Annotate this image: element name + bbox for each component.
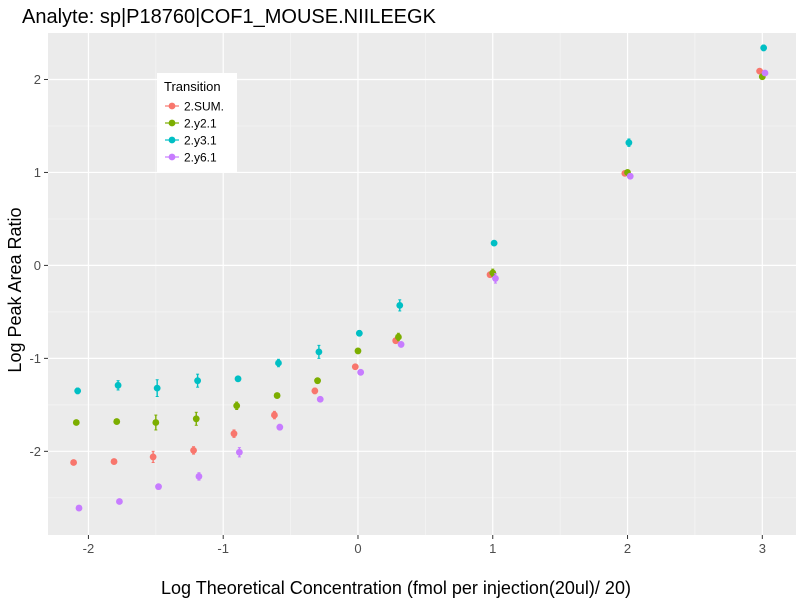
data-point (626, 172, 634, 180)
data-point (490, 239, 498, 247)
legend-key-point (168, 153, 176, 161)
data-point (489, 269, 497, 277)
series-2-y6-1 (75, 69, 769, 512)
data-point (152, 419, 160, 426)
y-axis-title: Log Peak Area Ratio (5, 207, 25, 372)
y-tick-label: -1 (29, 351, 41, 366)
data-point (315, 348, 323, 356)
x-tick-label: 1 (489, 541, 496, 556)
legend-item: 2.y3.1 (165, 134, 217, 148)
data-point (153, 384, 161, 392)
data-point (75, 504, 83, 512)
data-point (760, 44, 768, 52)
data-point (233, 402, 241, 410)
legend-label: 2.y6.1 (184, 151, 217, 165)
data-point (70, 459, 78, 466)
series-2-y3-1 (74, 44, 768, 397)
x-tick-label: 3 (759, 541, 766, 556)
legend-items: 2.SUM. 2.y2.1 2.y3.1 2.y6.1 (165, 100, 224, 165)
x-axis-ticks: -2 -1 0 1 2 3 (83, 535, 766, 556)
legend-item: 2.y2.1 (165, 117, 217, 131)
legend-key-point (168, 119, 176, 127)
data-point (235, 448, 243, 456)
data-point (397, 341, 405, 348)
data-point (395, 333, 402, 341)
data-point (311, 387, 319, 395)
y-tick-label: 0 (34, 258, 41, 273)
data-point (275, 359, 282, 367)
data-point (756, 67, 764, 75)
legend-label: 2.y2.1 (184, 117, 217, 131)
x-axis-title: Log Theoretical Concentration (fmol per … (161, 578, 631, 598)
data-point (116, 498, 123, 505)
legend-item: 2.SUM. (165, 100, 224, 114)
data-point (155, 483, 162, 491)
data-point (276, 423, 284, 431)
y-tick-label: 2 (34, 72, 41, 87)
data-point (492, 275, 499, 282)
x-tick-label: 0 (354, 541, 361, 556)
data-point (234, 375, 242, 383)
data-point (114, 381, 122, 389)
y-tick-label: -2 (29, 444, 41, 459)
data-point (149, 453, 157, 461)
legend: Transition 2.SUM. 2.y2.1 2.y3.1 2.y6.1 (157, 73, 237, 172)
data-point (396, 301, 404, 309)
data-point (761, 69, 769, 77)
data-point (190, 447, 197, 454)
y-axis-ticks: -2 -1 0 1 2 (29, 72, 48, 459)
legend-key-point (168, 102, 176, 110)
data-point (316, 395, 324, 403)
data-point (230, 430, 238, 438)
data-point (110, 458, 118, 465)
legend-item: 2.y6.1 (165, 151, 217, 165)
data-point (194, 377, 202, 385)
legend-title: Transition (164, 79, 221, 94)
legend-label: 2.SUM. (184, 100, 224, 114)
data-point (192, 415, 200, 423)
data-point (113, 418, 121, 425)
legend-label: 2.y3.1 (184, 134, 217, 148)
data-point (314, 377, 321, 385)
data-point (72, 419, 80, 426)
chart-title: Analyte: sp|P18760|COF1_MOUSE.NIILEEGK (22, 6, 437, 28)
data-point (357, 368, 365, 376)
data-point (354, 347, 362, 355)
data-point (195, 473, 203, 480)
x-tick-label: -1 (217, 541, 229, 556)
x-tick-label: 2 (624, 541, 631, 556)
data-series (70, 44, 769, 512)
data-point (351, 363, 359, 371)
data-point (271, 411, 278, 419)
data-point (273, 392, 281, 399)
data-point (355, 329, 363, 337)
x-tick-label: -2 (83, 541, 95, 556)
data-point (74, 387, 82, 395)
y-tick-label: 1 (34, 165, 41, 180)
data-point (625, 139, 633, 147)
legend-key-point (168, 136, 176, 144)
